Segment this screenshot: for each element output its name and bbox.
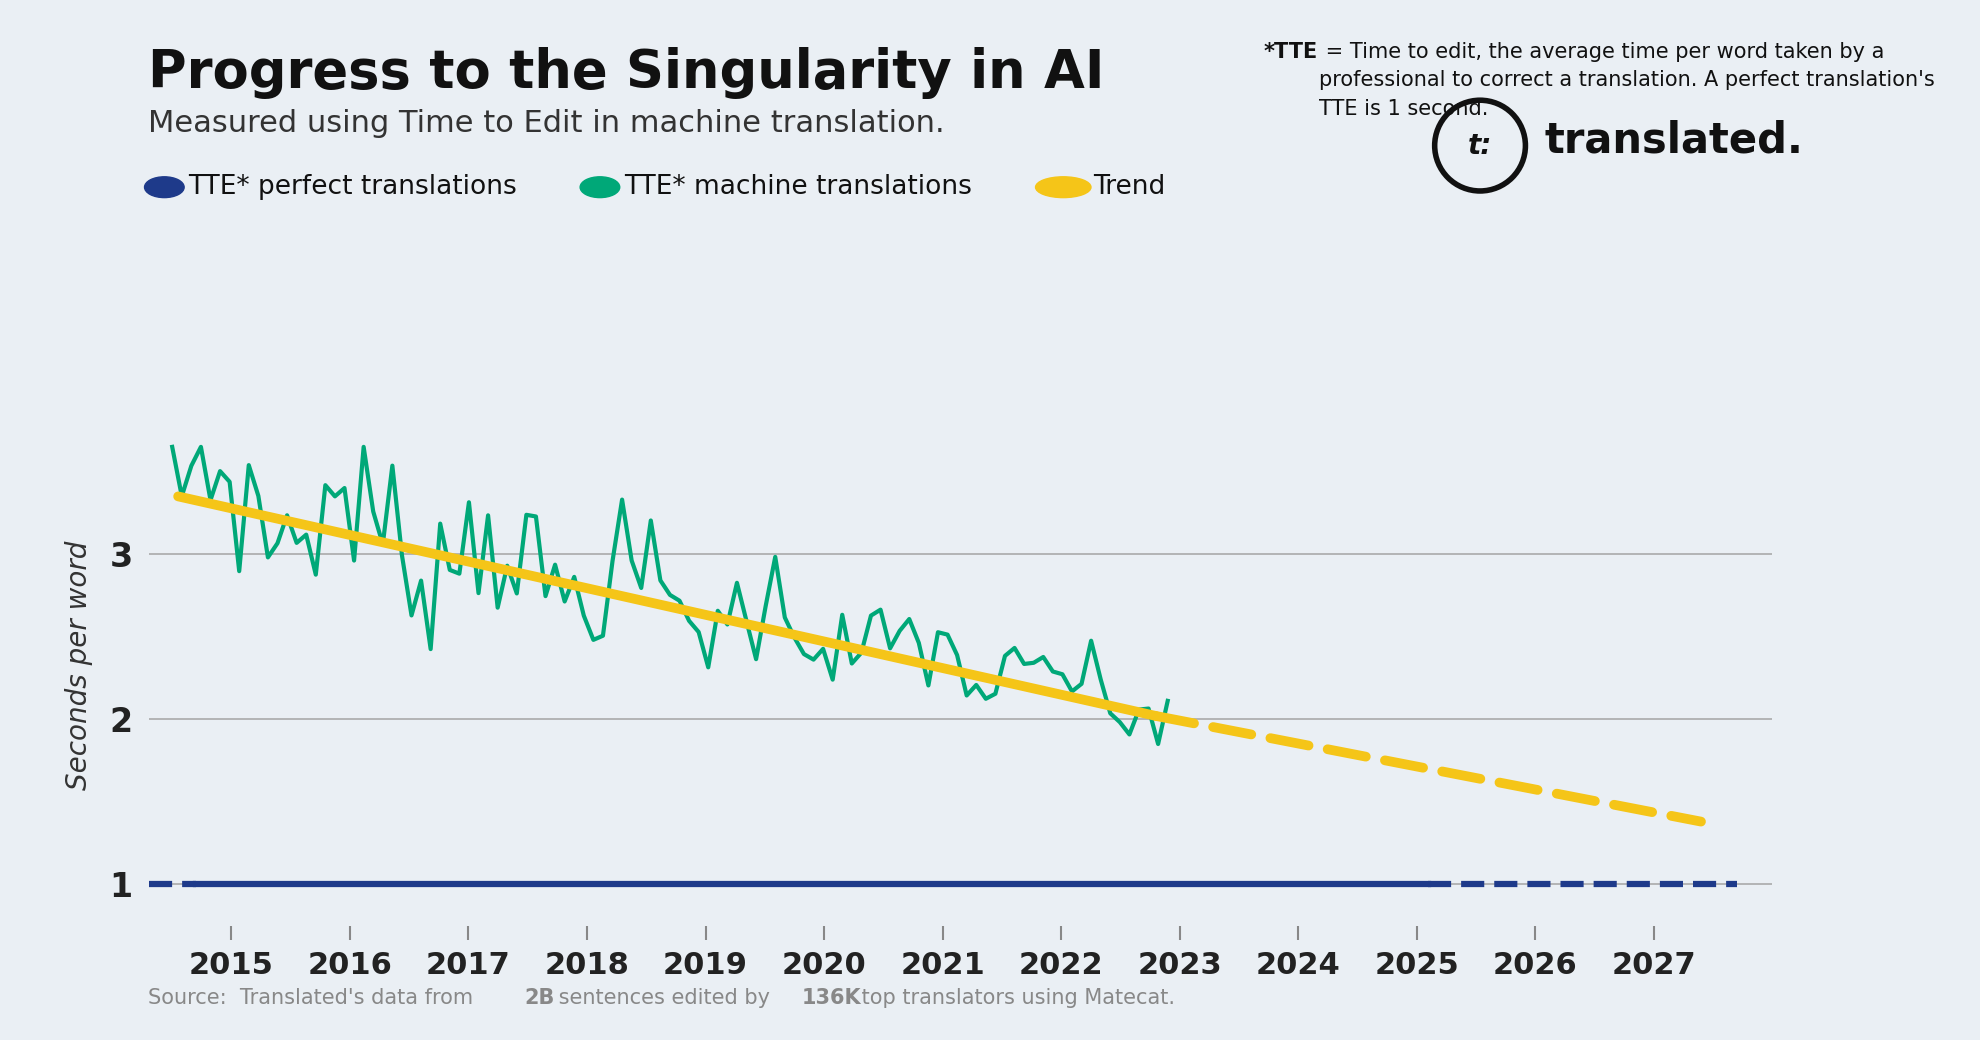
Text: 136K: 136K (802, 988, 861, 1009)
Text: TTE* perfect translations: TTE* perfect translations (188, 174, 517, 200)
Text: Trend: Trend (1093, 174, 1164, 200)
Text: Source:  Translated's data from: Source: Translated's data from (148, 988, 481, 1009)
Text: sentences edited by: sentences edited by (552, 988, 776, 1009)
Y-axis label: Seconds per word: Seconds per word (65, 541, 93, 790)
Text: *TTE: *TTE (1263, 42, 1317, 61)
Text: 2B: 2B (525, 988, 554, 1009)
Text: t:: t: (1467, 132, 1493, 159)
Text: translated.: translated. (1544, 120, 1804, 161)
Text: Measured using Time to Edit in machine translation.: Measured using Time to Edit in machine t… (148, 109, 944, 138)
Text: top translators using Matecat.: top translators using Matecat. (855, 988, 1176, 1009)
Text: = Time to edit, the average time per word taken by a
professional to correct a t: = Time to edit, the average time per wor… (1319, 42, 1934, 120)
Text: TTE* machine translations: TTE* machine translations (624, 174, 972, 200)
Text: Progress to the Singularity in AI: Progress to the Singularity in AI (148, 47, 1105, 99)
